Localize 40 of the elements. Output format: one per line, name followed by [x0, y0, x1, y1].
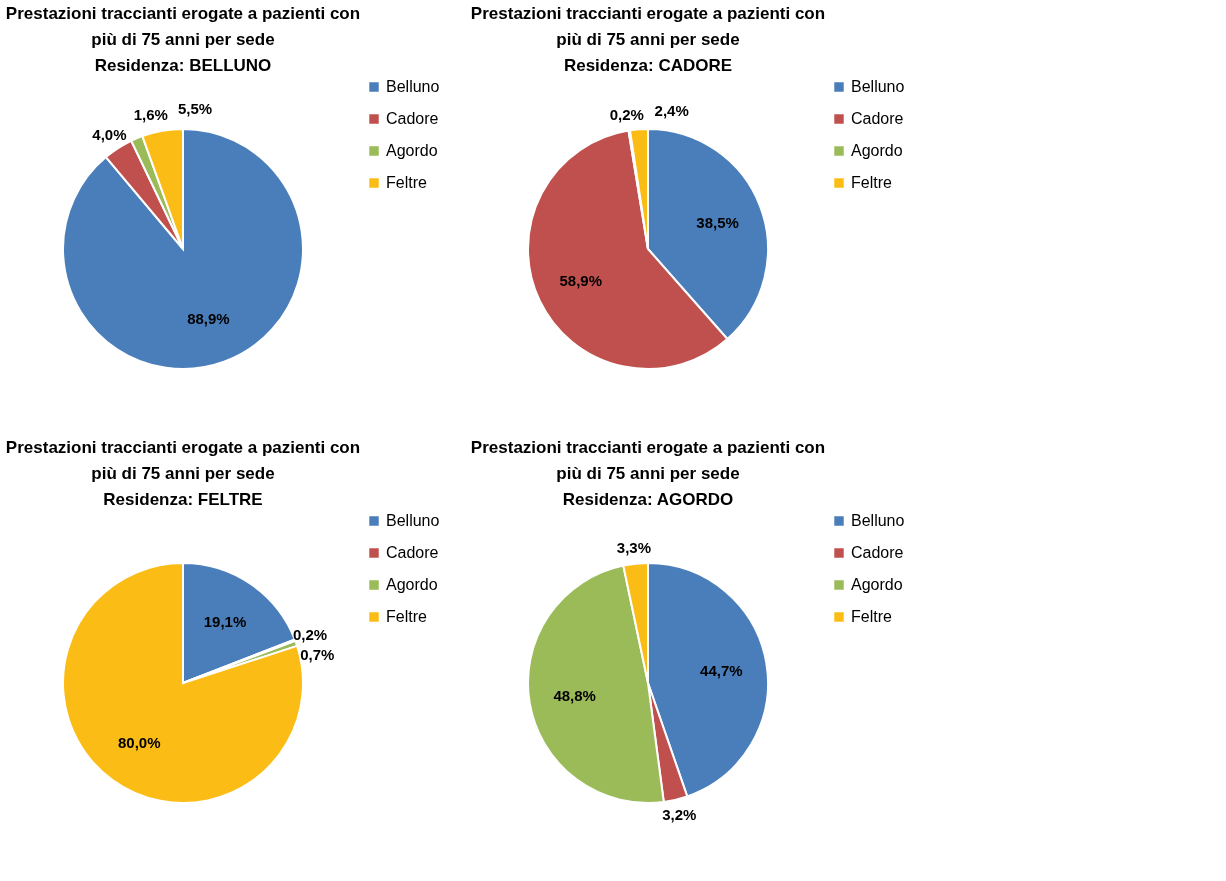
data-label: 0,2%	[609, 105, 644, 123]
data-label: 3,2%	[662, 806, 697, 824]
legend-label: Agordo	[386, 576, 438, 593]
data-label: 88,9%	[187, 309, 230, 327]
chart-title: Prestazioni traccianti erogate a pazienti con più di 75 anni per sede	[5, 4, 361, 49]
legend-label: Agordo	[386, 142, 438, 159]
data-label: 44,7%	[700, 661, 743, 679]
legend-label: Feltre	[851, 174, 892, 191]
legend-label: Feltre	[386, 174, 427, 191]
data-label: 2,4%	[654, 101, 689, 119]
chart-subtitle: Residenza: CADORE	[563, 56, 733, 75]
legend-label: Cadore	[386, 110, 439, 127]
data-label: 0,2%	[292, 625, 328, 643]
data-label: 48,8%	[553, 686, 596, 704]
legend-label: Cadore	[851, 110, 904, 127]
legend-label: Feltre	[386, 608, 427, 625]
legend-label: Cadore	[386, 544, 439, 561]
chart-subtitle: Residenza: BELLUNO	[94, 56, 272, 75]
data-label: 1,6%	[133, 106, 168, 124]
chart-title: Prestazioni traccianti erogate a pazienti con più di 75 anni per sede	[470, 4, 826, 49]
legend-label: Belluno	[851, 78, 905, 95]
chart-subtitle: Residenza: AGORDO	[562, 490, 734, 509]
data-label: 80,0%	[118, 734, 161, 752]
data-label: 58,9%	[559, 271, 603, 289]
data-label: 19,1%	[203, 612, 247, 630]
legend-label: Belluno	[386, 78, 440, 95]
legend-label: Feltre	[851, 608, 892, 625]
legend-label: Cadore	[851, 544, 904, 561]
data-label: 0,7%	[300, 646, 335, 664]
chart-title: Prestazioni traccianti erogate a pazienti con più di 75 anni per sede	[470, 438, 826, 483]
data-label: 5,5%	[177, 99, 213, 117]
legend-label: Agordo	[851, 142, 903, 159]
chart-subtitle: Residenza: FELTRE	[103, 490, 263, 509]
legend-label: Belluno	[851, 512, 905, 529]
data-label: 3,3%	[616, 538, 652, 556]
chart-title: Prestazioni traccianti erogate a pazienti con più di 75 anni per sede	[5, 438, 361, 483]
data-label: 38,5%	[696, 213, 739, 231]
legend-label: Agordo	[851, 576, 903, 593]
data-label: 4,0%	[92, 125, 127, 143]
legend-label: Belluno	[386, 512, 440, 529]
